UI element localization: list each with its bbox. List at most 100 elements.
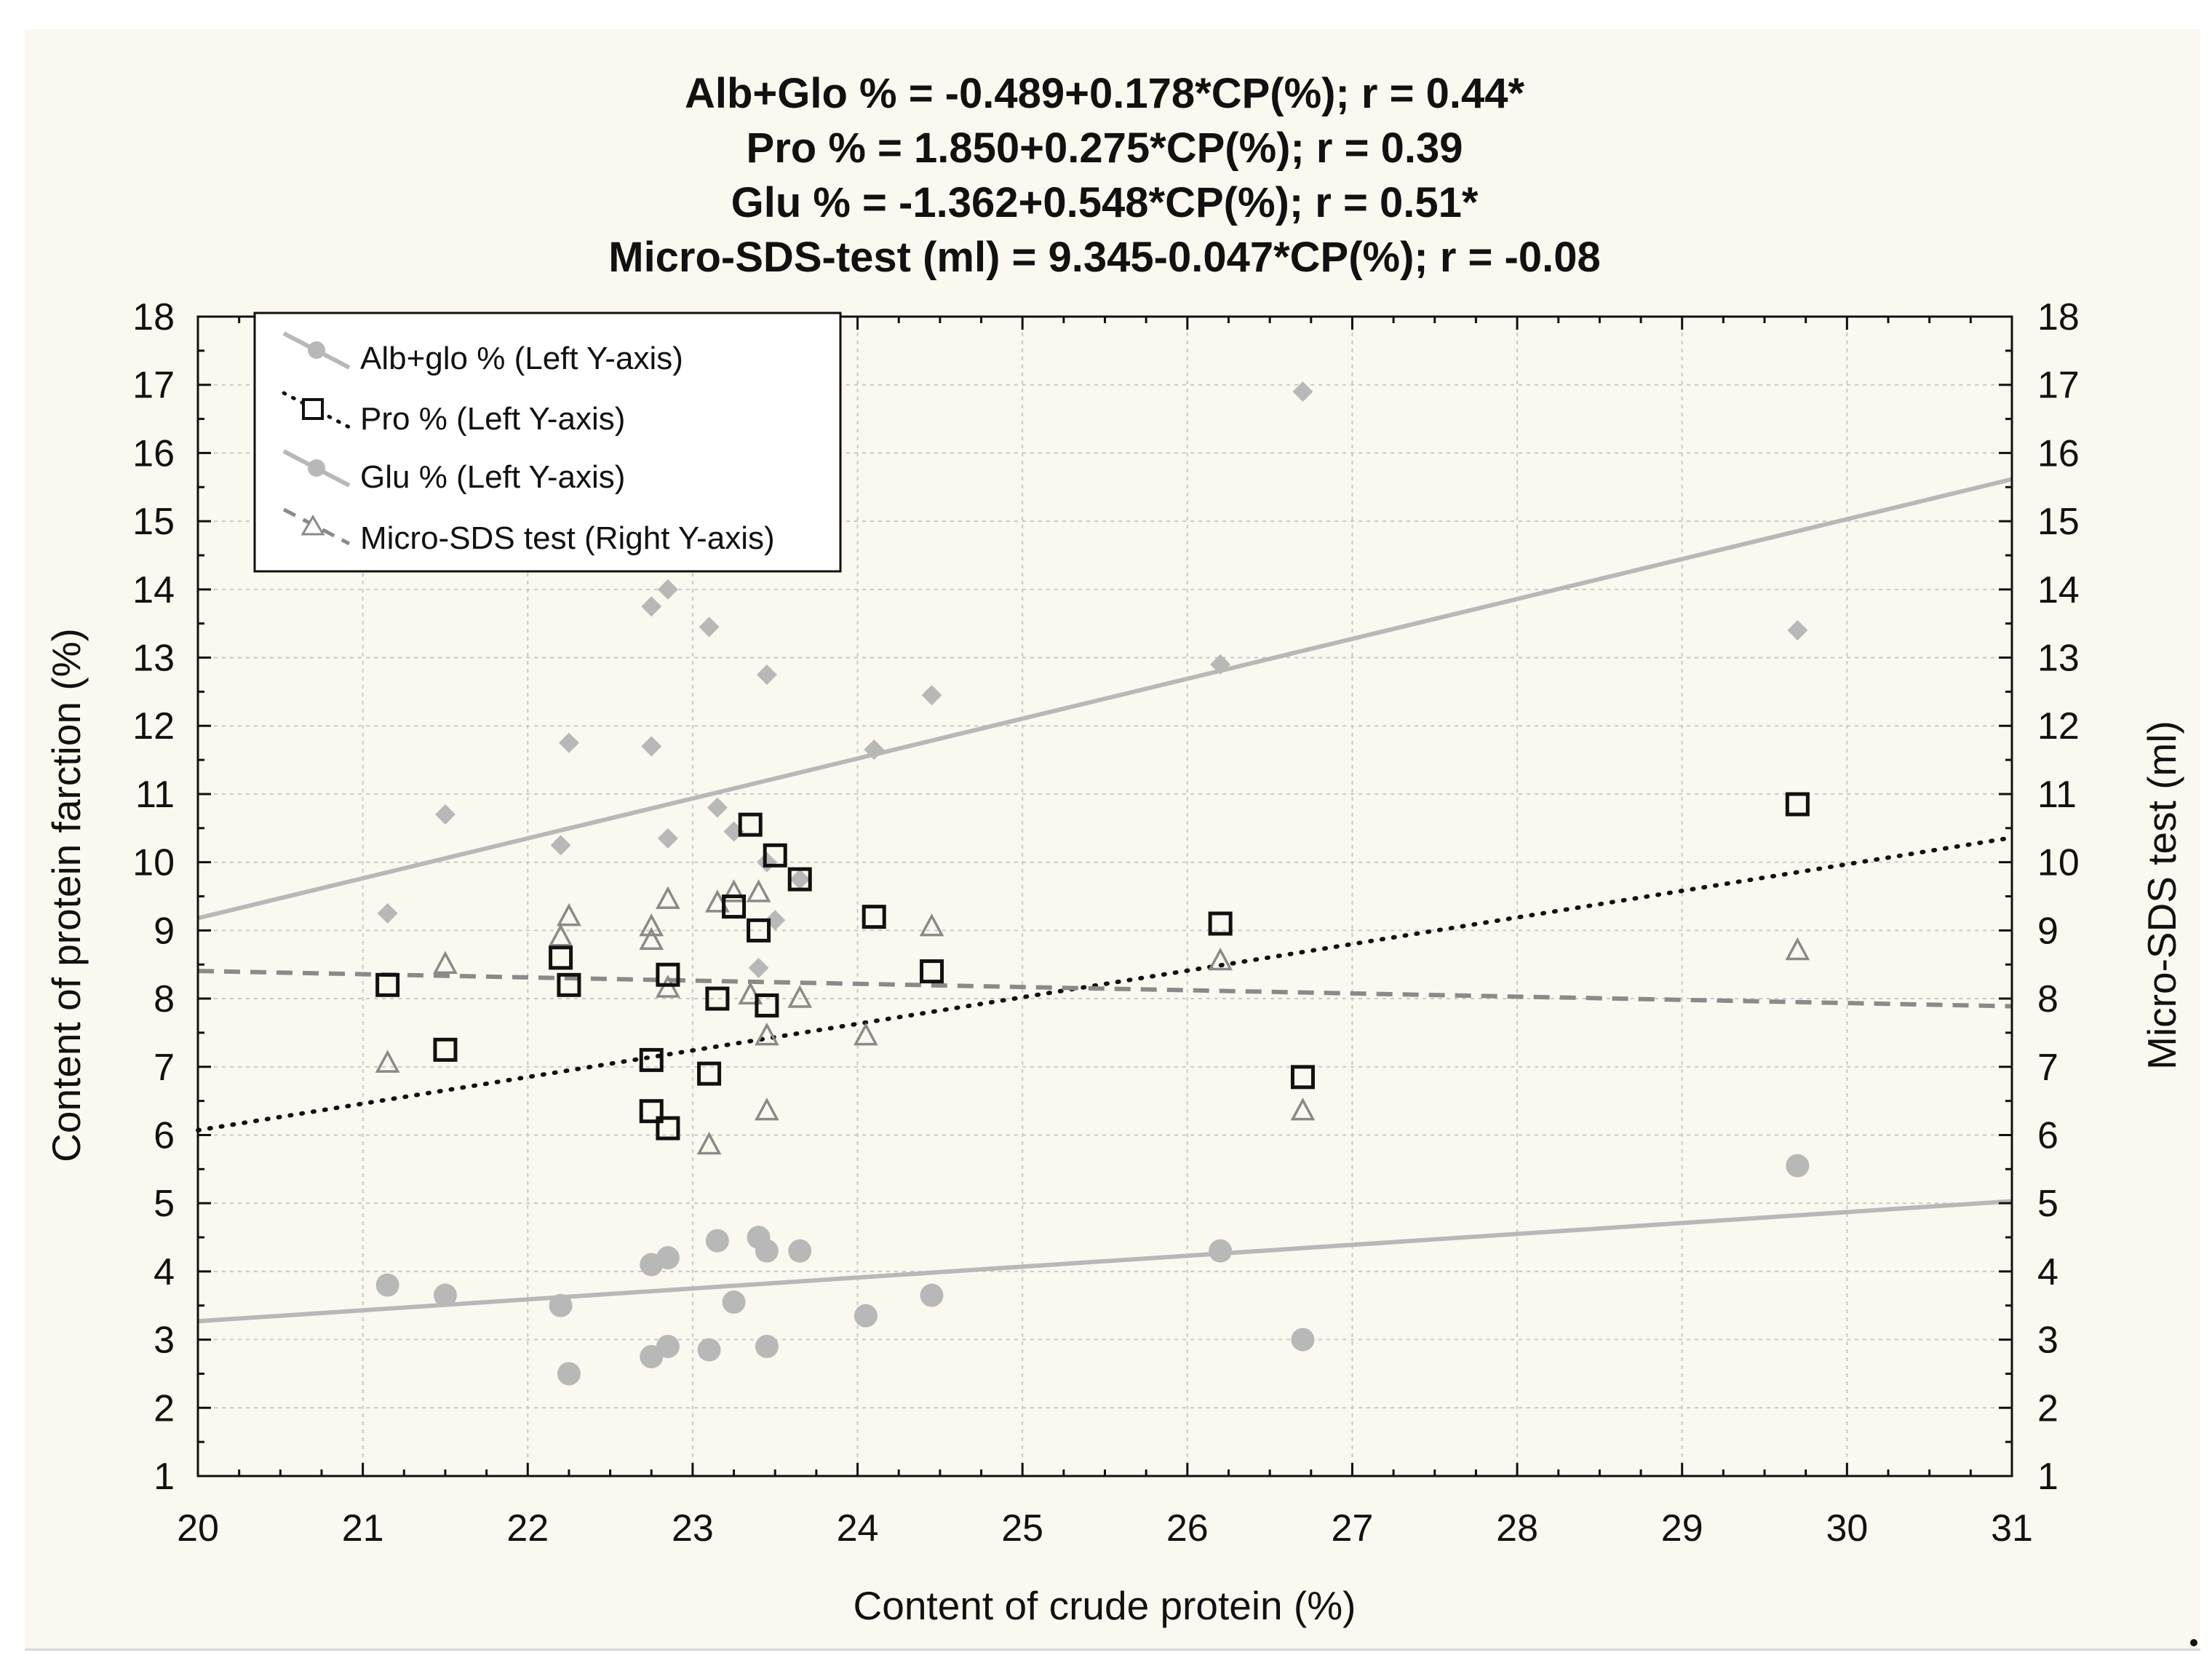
legend-swatch-micro-sds	[282, 507, 351, 546]
y-left-tick-label: 7	[154, 1047, 175, 1089]
y-left-tick-label: 1	[154, 1456, 175, 1498]
y-left-tick-label: 3	[154, 1320, 175, 1362]
legend-label-pro: Pro % (Left Y-axis)	[360, 401, 625, 437]
point-glu	[864, 739, 885, 761]
point-alb-glo	[433, 1283, 457, 1307]
y-left-tick-label: 8	[154, 978, 175, 1020]
point-glu	[641, 596, 662, 617]
point-micro-sds	[639, 913, 664, 937]
trailing-period-dot	[2190, 1639, 2197, 1646]
point-pro	[639, 1099, 664, 1124]
point-alb-glo	[1291, 1328, 1315, 1352]
y-left-tick-label: 16	[132, 432, 175, 475]
chart-background	[25, 29, 2200, 1649]
point-pro	[763, 843, 787, 868]
y-left-tick-label: 9	[154, 910, 175, 952]
x-tick-label: 26	[1166, 1507, 1209, 1550]
point-alb-glo	[1209, 1239, 1233, 1263]
regression-line-3	[197, 969, 2013, 1009]
y-right-tick-label: 9	[2037, 910, 2058, 952]
point-micro-sds	[754, 1022, 779, 1046]
point-glu	[707, 797, 728, 818]
y-left-tick-label: 4	[154, 1251, 175, 1293]
point-alb-glo	[722, 1290, 746, 1314]
y-axis-left-label: Content of protein farction (%)	[44, 628, 89, 1162]
point-alb-glo	[375, 1273, 399, 1297]
legend-swatch-alb-glo	[282, 331, 351, 370]
y-right-tick-label: 14	[2037, 569, 2080, 611]
point-glu	[756, 852, 777, 873]
y-right-tick-label: 8	[2037, 978, 2058, 1020]
point-micro-sds	[746, 879, 771, 903]
point-micro-sds	[655, 886, 680, 909]
point-micro-sds	[1785, 937, 1810, 961]
x-tick-label: 28	[1496, 1507, 1538, 1550]
point-pro	[1785, 792, 1810, 817]
point-pro	[433, 1037, 458, 1062]
legend-swatch-pro	[282, 391, 351, 429]
title-line-1: Alb+Glo % = -0.489+0.178*CP(%); r = 0.44…	[685, 70, 1525, 117]
point-glu	[699, 616, 720, 638]
point-glu	[789, 869, 811, 890]
point-alb-glo	[755, 1334, 779, 1358]
legend-label-alb-glo: Alb+glo % (Left Y-axis)	[360, 341, 683, 376]
x-tick-label: 21	[342, 1507, 384, 1550]
y-right-tick-label: 13	[2037, 638, 2080, 680]
point-glu	[1292, 381, 1313, 402]
x-tick-label: 23	[672, 1507, 714, 1550]
y-left-tick-label: 6	[154, 1114, 175, 1157]
point-micro-sds	[548, 924, 573, 947]
y-left-tick-label: 14	[132, 569, 175, 611]
point-micro-sds	[787, 985, 813, 1008]
point-glu	[641, 736, 662, 757]
y-right-tick-label: 1	[2037, 1456, 2058, 1498]
point-micro-sds	[919, 913, 944, 937]
point-micro-sds	[639, 927, 664, 951]
point-glu	[657, 828, 678, 849]
x-tick-label: 25	[1001, 1507, 1043, 1550]
y-left-tick-label: 2	[154, 1387, 175, 1429]
point-alb-glo	[1786, 1154, 1810, 1178]
point-micro-sds	[655, 975, 680, 998]
y-axis-right-label: Micro-SDS test (ml)	[2139, 721, 2184, 1070]
point-glu	[434, 804, 455, 825]
point-alb-glo	[656, 1246, 680, 1270]
point-pro	[697, 1061, 722, 1086]
legend-label-micro-sds: Micro-SDS test (Right Y-axis)	[360, 520, 775, 556]
x-tick-label: 29	[1661, 1507, 1703, 1550]
point-pro	[862, 905, 886, 929]
x-tick-label: 20	[177, 1507, 219, 1550]
y-right-tick-label: 7	[2037, 1047, 2058, 1089]
y-right-tick-label: 10	[2037, 842, 2080, 884]
point-pro	[656, 962, 680, 987]
legend-box	[253, 312, 842, 573]
point-pro	[656, 1116, 680, 1141]
point-micro-sds	[696, 1131, 722, 1155]
point-glu	[377, 903, 398, 924]
point-micro-sds	[375, 1050, 400, 1073]
point-pro	[920, 959, 944, 984]
point-alb-glo	[755, 1239, 779, 1263]
y-right-tick-label: 17	[2037, 365, 2080, 407]
point-pro	[557, 972, 581, 997]
point-pro	[747, 918, 771, 943]
x-tick-label: 27	[1332, 1507, 1374, 1550]
point-micro-sds	[1208, 947, 1233, 971]
y-left-tick-label: 17	[132, 365, 175, 407]
y-left-tick-label: 11	[135, 774, 175, 816]
y-right-tick-label: 11	[2037, 774, 2077, 816]
y-right-tick-label: 12	[2037, 705, 2080, 747]
point-alb-glo	[705, 1229, 729, 1253]
point-glu	[657, 579, 678, 600]
point-pro	[705, 986, 730, 1011]
point-glu	[921, 685, 942, 706]
y-right-tick-label: 15	[2037, 501, 2080, 543]
point-glu	[558, 732, 579, 753]
x-tick-label: 30	[1826, 1507, 1868, 1550]
point-micro-sds	[557, 903, 581, 927]
bottom-divider	[25, 1649, 2200, 1651]
point-alb-glo	[788, 1239, 812, 1263]
point-micro-sds	[433, 951, 458, 974]
y-right-tick-label: 6	[2037, 1114, 2058, 1157]
